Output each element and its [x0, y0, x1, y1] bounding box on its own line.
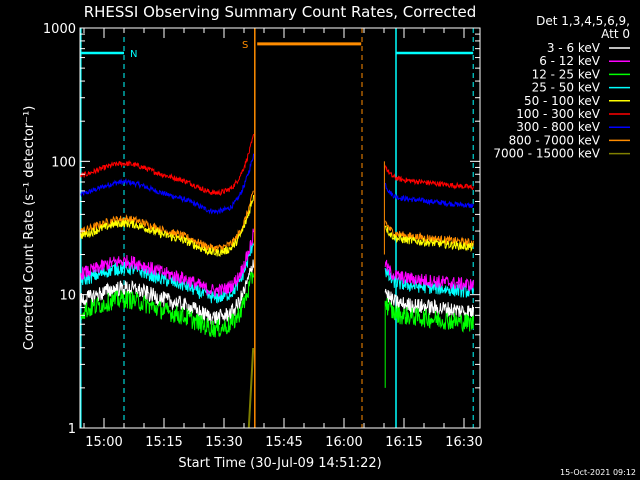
series-line-high-energy [247, 347, 255, 429]
series-100-300keV [80, 133, 474, 197]
series-line-post [384, 164, 474, 191]
y-tick-label: 1 [68, 422, 76, 437]
x-axis-ticks: 15:00 15:15 15:30 15:45 16:00 16:15 16:30 [83, 28, 483, 450]
series-300-800keV [80, 153, 474, 216]
x-tick-label: 16:00 [325, 435, 362, 450]
y-tick-label: 100 [51, 155, 76, 170]
legend-label: 25 - 50 keV [532, 81, 601, 95]
legend-header-line-2: Att 0 [601, 27, 630, 41]
y-tick-label: 10 [59, 289, 76, 304]
y-axis-label: Corrected Count Rate (s⁻¹ detector⁻¹) [22, 106, 37, 351]
legend-label: 3 - 6 keV [547, 41, 601, 55]
legend-label: 6 - 12 keV [539, 54, 601, 68]
series-line-post [384, 225, 474, 253]
x-tick-label: 15:15 [145, 435, 182, 450]
legend-header-line-1: Det 1,3,4,5,6,9, [536, 14, 630, 28]
series-line-pre [80, 259, 255, 325]
x-tick-label: 16:30 [445, 435, 482, 450]
legend-label: 12 - 25 keV [532, 67, 601, 81]
series-50-100keV [80, 194, 474, 258]
series-line-pre [80, 271, 255, 338]
legend-label: 50 - 100 keV [524, 94, 601, 108]
x-tick-label: 16:15 [385, 435, 422, 450]
legend-label: 800 - 7000 keV [509, 133, 601, 147]
series-line-post [384, 259, 474, 292]
plot-frame [79, 27, 481, 429]
legend-label: 7000 - 15000 keV [493, 147, 600, 161]
series-line-post [384, 182, 474, 208]
saa-marker-label: S [242, 40, 248, 51]
legend-label: 100 - 300 keV [516, 107, 600, 121]
series-6-12keV [80, 228, 474, 297]
chart-title: RHESSI Observing Summary Count Rates, Co… [84, 3, 477, 21]
y-axis-ticks: 1 10 100 1000 [43, 22, 480, 437]
series-line-pre [80, 153, 255, 216]
series-line-pre [80, 133, 255, 197]
series-line-post [384, 297, 474, 333]
legend-label: 300 - 800 keV [516, 120, 600, 134]
series-line-pre [80, 242, 255, 304]
eclipse-marker-label: N [130, 49, 137, 60]
x-tick-label: 15:30 [205, 435, 242, 450]
series-line-pre [80, 194, 255, 258]
data-layer: NS [80, 28, 474, 429]
x-tick-label: 15:00 [85, 435, 122, 450]
timestamp: 15-Oct-2021 09:12 [560, 468, 636, 477]
series-12-25keV [80, 271, 474, 338]
x-tick-label: 15:45 [265, 435, 302, 450]
y-tick-label: 1000 [43, 22, 76, 37]
x-axis-label: Start Time (30-Jul-09 14:51:22) [178, 456, 381, 471]
series-line-pre [80, 228, 255, 297]
